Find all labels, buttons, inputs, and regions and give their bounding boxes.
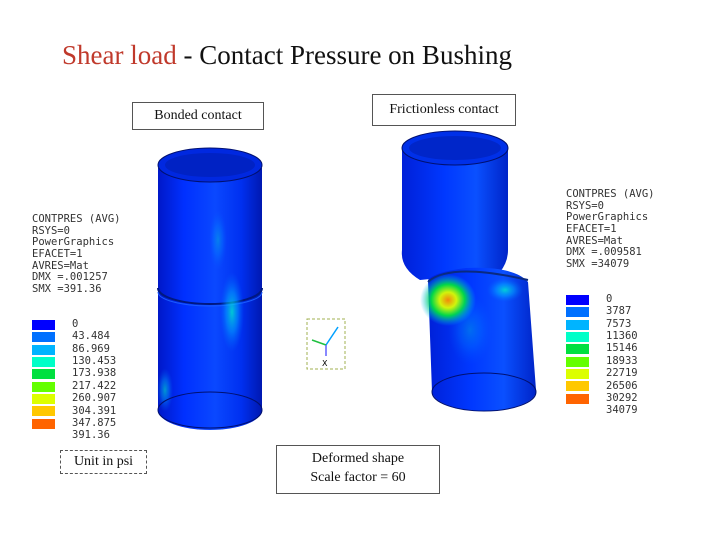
legend-value: 347.875 [72,417,117,430]
legend-bonded-scale: 0 43.484 86.969 130.453 173.938 217.422 260.90… [32,317,121,443]
legend-scale-row: 217.422 [32,380,121,392]
deformed-shape-text: Deformed shape [311,451,405,466]
legend-bonded-header: CONTPRES (AVG) RSYS=0 PowerGraphics EFACET=… [32,214,121,295]
legend-color-swatch [566,344,589,355]
legend-scale-row: 0 [32,317,121,331]
legend-value: 18933 [606,354,638,367]
legend-header-line: RSYS=0 [32,224,70,237]
legend-color-swatch [32,356,55,367]
legend-frictionless-scale: 0 3787 7573 11360 15146 18933 22719 26506 30292 3… [566,292,655,418]
legend-header-line: CONTPRES (AVG) [32,213,121,226]
scale-factor-text: Scale factor = 60 [310,470,406,485]
legend-value: 26506 [606,379,638,392]
frictionless-contact-label: Frictionless contact [372,94,516,126]
legend-scale-row: 34079 [566,405,655,417]
legend-color-swatch [32,406,55,417]
legend-scale-row: 18933 [566,355,655,367]
legend-value: 217.422 [72,379,117,392]
legend-color-swatch [566,319,589,330]
svg-text:X: X [322,359,328,368]
legend-value: 3787 [606,305,632,318]
legend-color-swatch [32,418,55,429]
legend-scale-row: 7573 [566,318,655,330]
legend-scale-row: 3787 [566,306,655,318]
legend-scale-row: 86.969 [32,343,121,355]
legend-header-line: CONTPRES (AVG) [566,188,655,201]
legend-header-line: AVRES=Mat [32,259,89,272]
unit-text: Unit in psi [73,454,134,469]
title-subject: Contact Pressure on Bushing [199,40,512,70]
legend-frictionless-header: CONTPRES (AVG) RSYS=0 PowerGraphics EFACET=… [566,189,655,270]
axis-triad-icon: X [306,318,346,370]
legend-scale-row: 43.484 [32,331,121,343]
legend-scale-row: 391.36 [32,430,121,442]
legend-scale-row: 30292 [566,392,655,405]
bonded-contact-text: Bonded contact [154,108,242,123]
legend-header-line: RSYS=0 [566,199,604,212]
legend-color-swatch [32,381,55,392]
title-load-case: Shear load [62,40,177,70]
legend-color-swatch [32,344,55,355]
legend-color-swatch [32,369,55,380]
legend-color-swatch [566,307,589,318]
legend-value: 391.36 [72,429,110,442]
legend-value: 304.391 [72,404,117,417]
legend-color-swatch [566,331,589,342]
title-separator: - [176,40,200,70]
legend-scale-row: 130.453 [32,355,121,368]
legend-scale-row: 260.907 [32,393,121,405]
legend-value: 0 [606,292,613,305]
legend-header-line: PowerGraphics [566,211,649,224]
legend-color-swatch [566,369,589,380]
legend-scale-row: 0 [566,292,655,306]
legend-header-line: EFACET=1 [32,247,83,260]
bonded-bushing-model [157,147,263,430]
frictionless-bushing-model [401,130,537,412]
legend-scale-row: 11360 [566,330,655,343]
legend-color-swatch [566,356,589,367]
legend-scale-row: 15146 [566,343,655,355]
legend-value: 15146 [606,342,638,355]
deformed-shape-label: Deformed shape Scale factor = 60 [276,445,440,494]
legend-value: 34079 [606,404,638,417]
legend-scale-row: 26506 [566,380,655,392]
legend-color-swatch [566,406,589,416]
legend-header-line: SMX =34079 [566,257,630,270]
legend-header-line: AVRES=Mat [566,234,623,247]
legend-color-swatch [566,381,589,392]
legend-frictionless: CONTPRES (AVG) RSYS=0 PowerGraphics EFACET=… [566,166,655,429]
legend-color-swatch [566,294,589,305]
legend-color-swatch [32,431,55,441]
legend-value: 86.969 [72,342,110,355]
legend-value: 11360 [606,330,638,343]
legend-value: 130.453 [72,355,117,368]
legend-header-line: DMX =.001257 [32,271,108,284]
legend-color-swatch [32,319,55,330]
page-title: Shear load - Contact Pressure on Bushing [62,40,512,71]
unit-label: Unit in psi [60,450,147,474]
legend-value: 260.907 [72,392,117,405]
legend-scale-row: 304.391 [32,405,121,417]
legend-header-line: EFACET=1 [566,222,617,235]
legend-value: 30292 [606,392,638,405]
legend-scale-row: 347.875 [32,417,121,430]
legend-header-line: PowerGraphics [32,236,115,249]
legend-color-swatch [566,393,589,404]
legend-header-line: DMX =.009581 [566,246,642,259]
frictionless-contact-text: Frictionless contact [389,102,499,117]
legend-value: 0 [72,317,79,330]
legend-color-swatch [32,332,55,343]
legend-value: 7573 [606,317,632,330]
legend-scale-row: 22719 [566,368,655,380]
legend-scale-row: 173.938 [32,368,121,380]
legend-bonded: CONTPRES (AVG) RSYS=0 PowerGraphics EFACET=… [32,191,121,454]
legend-value: 22719 [606,367,638,380]
legend-value: 43.484 [72,330,110,343]
bonded-contact-label: Bonded contact [132,102,264,130]
legend-color-swatch [32,394,55,405]
legend-header-line: SMX =391.36 [32,282,102,295]
legend-value: 173.938 [72,367,117,380]
